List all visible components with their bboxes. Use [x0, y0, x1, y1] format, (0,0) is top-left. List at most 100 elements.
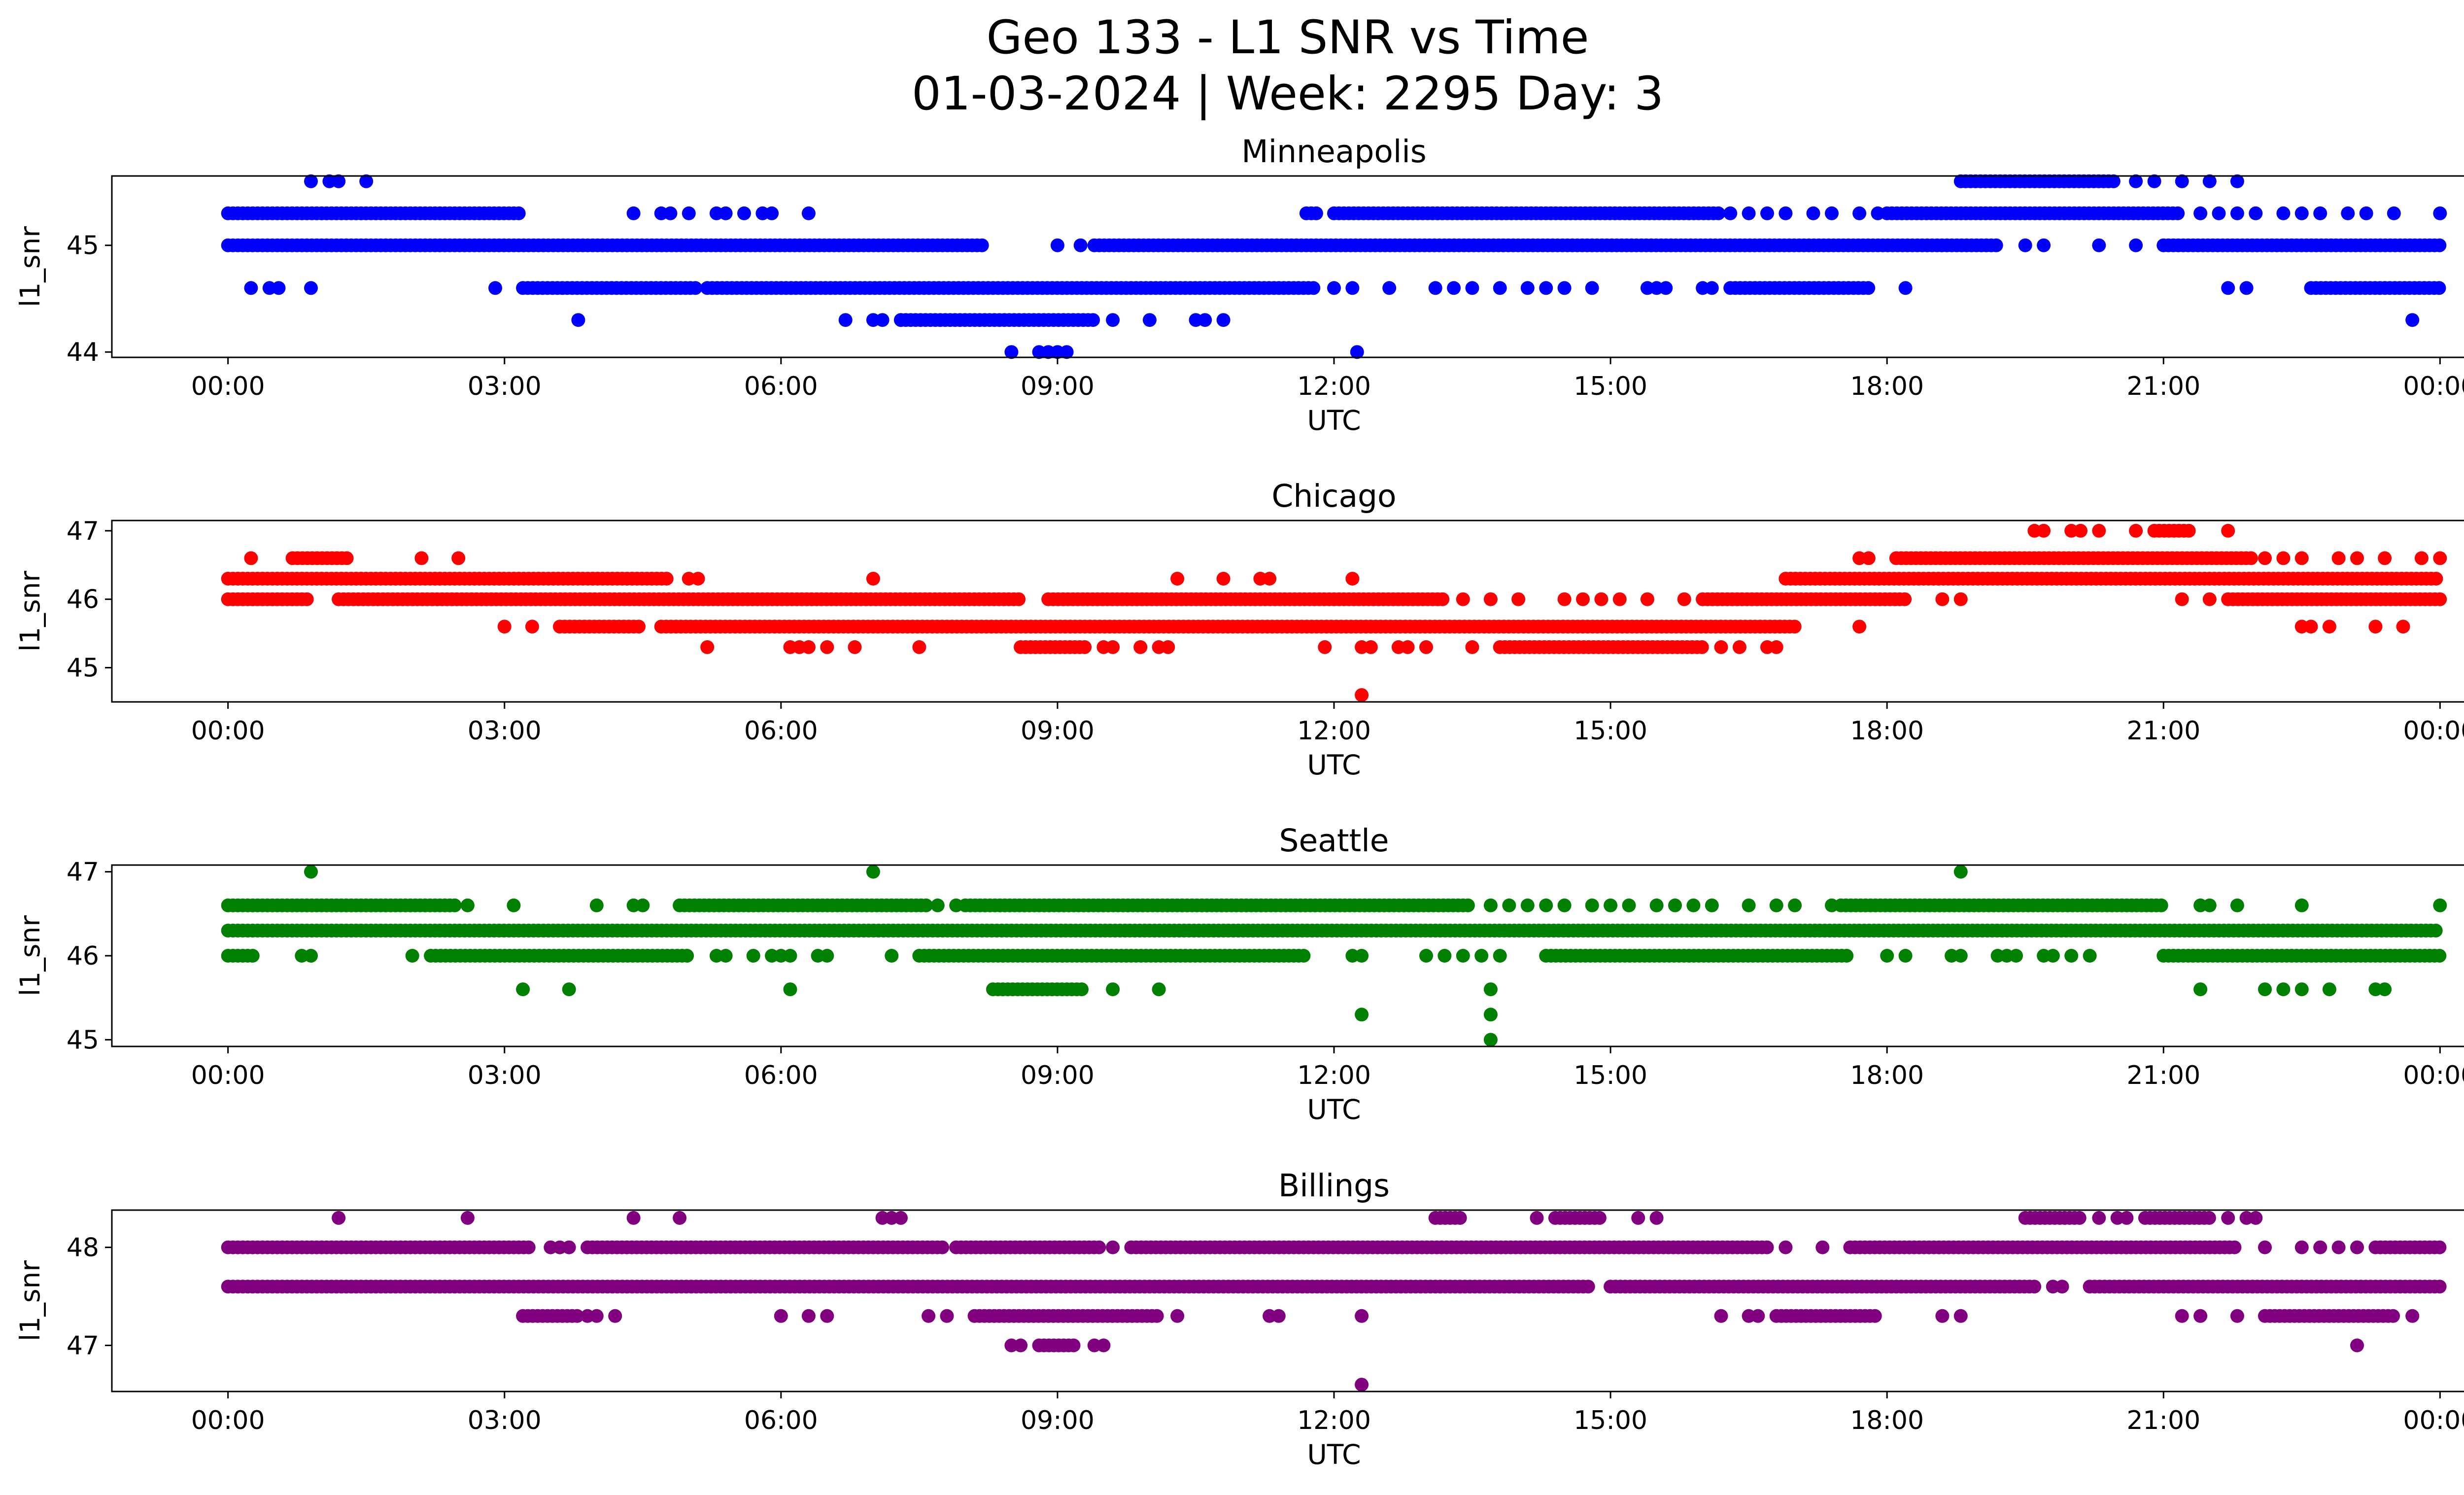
x-axis-label: UTC — [1307, 1094, 1361, 1125]
data-point — [304, 949, 318, 963]
data-point — [2072, 1211, 2087, 1225]
data-point — [1355, 1008, 1369, 1022]
data-point — [1511, 592, 1526, 606]
y-tick-label: 47 — [67, 858, 99, 887]
data-point — [2387, 206, 2401, 220]
data-point — [1075, 982, 1089, 997]
data-point — [1419, 949, 1433, 963]
subplot-chicago: Chicago 45 46 47 00:00 03:00 06:00 09:00 12:00 15… — [14, 478, 2464, 781]
data-point — [1668, 898, 1682, 912]
data-point — [2304, 620, 2318, 634]
data-point — [2294, 898, 2309, 912]
data-point — [1474, 949, 1489, 963]
data-point — [1935, 592, 1950, 606]
x-tick-label: 21:00 — [2126, 372, 2200, 401]
data-point — [1345, 572, 1360, 586]
data-point — [1456, 592, 1470, 606]
data-point — [1318, 640, 1332, 654]
data-point — [507, 898, 521, 912]
data-point — [2405, 313, 2420, 327]
data-point — [2212, 206, 2226, 220]
figure-subtitle: 01-03-2024 | Week: 2295 Day: 3 — [912, 67, 1664, 121]
y-tick-label: 45 — [67, 1025, 99, 1055]
data-point — [1585, 898, 1599, 912]
data-point — [300, 592, 314, 606]
x-tick-label: 00:00 — [191, 1406, 265, 1435]
data-point — [2175, 174, 2189, 188]
x-tick-label: 00:00 — [191, 372, 265, 401]
data-point — [2322, 982, 2336, 997]
data-point — [1953, 592, 1968, 606]
data-point — [2294, 982, 2309, 997]
x-tick-label: 15:00 — [1574, 716, 1647, 746]
y-axis-label: l1_snr — [14, 571, 46, 652]
data-point — [570, 1309, 584, 1323]
data-point — [1520, 898, 1535, 912]
data-point — [935, 1240, 950, 1254]
data-point — [2368, 620, 2383, 634]
data-point — [1401, 640, 1415, 654]
data-point — [1557, 592, 1572, 606]
data-point — [875, 313, 890, 327]
data-point — [838, 313, 853, 327]
data-point — [1483, 1008, 1498, 1022]
data-point — [1539, 898, 1553, 912]
data-point — [919, 898, 933, 912]
data-point — [1096, 1338, 1111, 1353]
data-point — [1502, 898, 1516, 912]
data-point — [1640, 592, 1654, 606]
data-point — [1520, 281, 1535, 295]
data-point — [2432, 238, 2447, 252]
data-point — [940, 1309, 954, 1323]
x-tick-label: 15:00 — [1574, 372, 1647, 401]
data-point — [1742, 206, 1756, 220]
data-point — [1592, 1211, 1607, 1225]
x-tick-label: 03:00 — [468, 716, 542, 746]
data-point — [1806, 206, 1820, 220]
data-point — [2230, 206, 2244, 220]
data-point — [562, 1240, 576, 1254]
data-point — [2433, 551, 2447, 565]
data-point — [2258, 551, 2272, 565]
x-tick-label: 00:00 — [2403, 716, 2464, 746]
x-tick-label: 00:00 — [191, 716, 265, 746]
data-point — [626, 206, 641, 220]
data-point — [1078, 640, 1092, 654]
data-point — [2350, 1338, 2364, 1353]
data-point — [2331, 1240, 2346, 1254]
x-tick-label: 03:00 — [468, 1061, 542, 1090]
data-point — [2341, 206, 2355, 220]
x-tick-label: 12:00 — [1297, 716, 1371, 746]
data-point — [949, 898, 963, 912]
series-points — [221, 1211, 2447, 1392]
data-point — [1788, 898, 1802, 912]
data-point — [1649, 1211, 1664, 1225]
data-point — [1133, 640, 1148, 654]
data-point — [1345, 281, 1360, 295]
data-point — [866, 572, 880, 586]
data-point — [1309, 206, 1323, 220]
y-tick-label: 44 — [67, 338, 99, 367]
y-tick-label: 45 — [67, 654, 99, 683]
data-point — [2230, 898, 2244, 912]
data-point — [1557, 898, 1572, 912]
data-point — [2202, 898, 2217, 912]
data-point — [2221, 1211, 2235, 1225]
x-tick-label: 03:00 — [468, 1406, 542, 1435]
data-point — [1825, 206, 1839, 220]
data-point — [608, 1309, 622, 1323]
data-point — [1428, 281, 1442, 295]
data-point — [894, 1211, 908, 1225]
data-point — [1050, 238, 1064, 252]
data-point — [1677, 592, 1691, 606]
data-point — [2378, 982, 2392, 997]
data-point — [1355, 688, 1369, 702]
data-point — [1483, 898, 1498, 912]
data-point — [460, 1211, 475, 1225]
y-tick-label: 45 — [67, 231, 99, 261]
data-point — [497, 620, 512, 634]
data-point — [1483, 1033, 1498, 1047]
data-point — [304, 281, 318, 295]
data-point — [405, 949, 419, 963]
data-point — [2202, 174, 2217, 188]
